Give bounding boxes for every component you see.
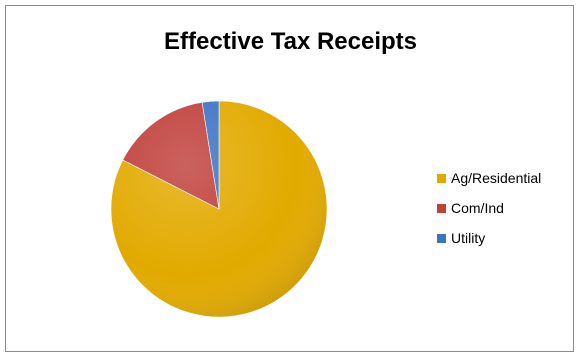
legend-label-ag-residential: Ag/Residential <box>451 170 542 186</box>
legend-swatch-com-ind <box>437 203 446 213</box>
legend-label-utility: Utility <box>451 230 486 246</box>
legend-swatch-utility <box>437 233 446 243</box>
legend-swatch-ag-residential <box>437 173 446 183</box>
chart-legend: Ag/Residential Com/Ind Utility <box>437 168 541 258</box>
legend-item-utility: Utility <box>437 228 541 248</box>
legend-label-com-ind: Com/Ind <box>451 200 504 216</box>
chart-title: Effective Tax Receipts <box>164 28 417 55</box>
legend-item-ag-residential: Ag/Residential <box>437 168 541 188</box>
legend-item-com-ind: Com/Ind <box>437 198 541 218</box>
